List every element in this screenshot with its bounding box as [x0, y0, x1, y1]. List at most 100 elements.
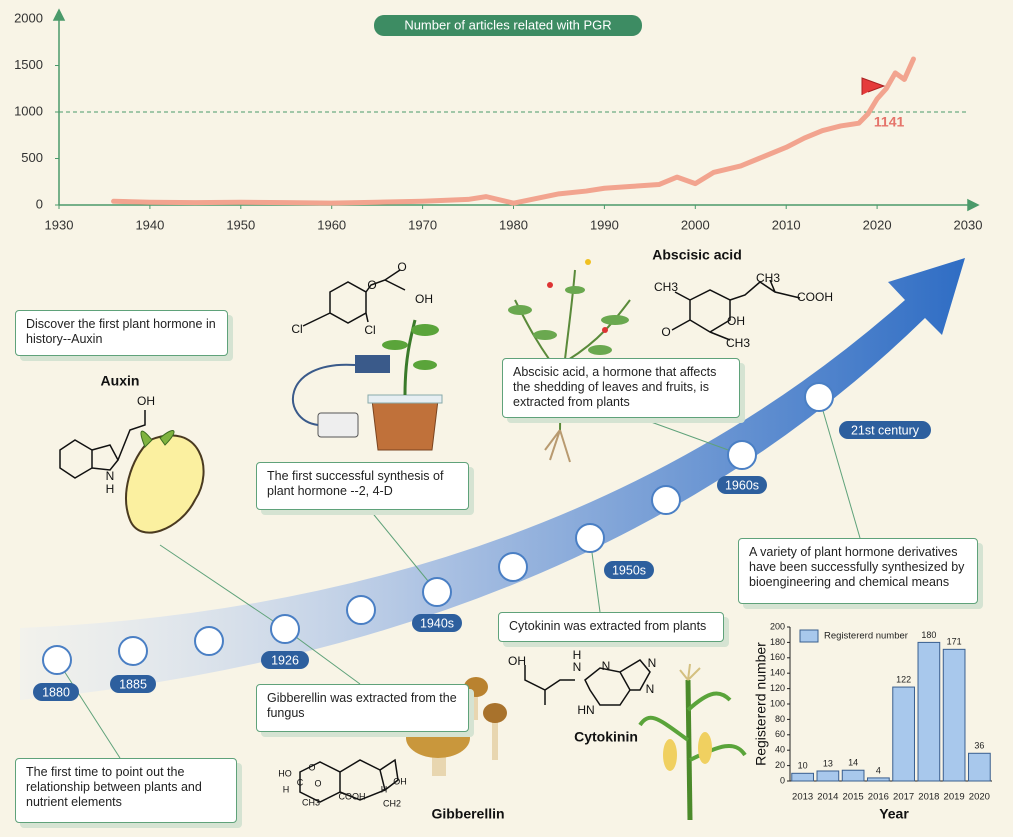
atom-label: H [106, 482, 115, 496]
atom-label: N [106, 469, 115, 483]
timeline-node [804, 382, 834, 412]
value-label: 10 [798, 761, 808, 771]
x-axis-label: Year [879, 806, 909, 822]
x-tick-label: 1930 [45, 217, 74, 232]
bar [968, 752, 991, 782]
atom-label: OH [727, 314, 745, 328]
x-tick-label: 2020 [863, 217, 892, 232]
legend-swatch [799, 629, 819, 643]
connectors [56, 396, 861, 759]
bar [892, 686, 915, 782]
y-tick-label: 0 [780, 775, 785, 785]
timeline-node [194, 626, 224, 656]
connector [56, 659, 121, 759]
timeline-arrow [20, 258, 965, 700]
period-pill [261, 651, 309, 669]
x-tick-label: 2014 [817, 792, 838, 803]
atom-label: Cl [291, 322, 302, 336]
event-box: Abscisic acid, a hormone that affects th… [502, 358, 740, 418]
atom-label: HN [577, 703, 594, 717]
period-label: 1950s [612, 563, 646, 577]
corn-illustration [638, 663, 747, 821]
y-tick-label: 140 [770, 668, 785, 678]
x-tick-label: 2016 [868, 792, 889, 803]
atom-label: CH3 [726, 336, 750, 350]
article-line [111, 56, 916, 206]
x-tick-label: 2030 [954, 217, 983, 232]
atom-label: COOH [797, 290, 833, 304]
y-tick-label: 100 [770, 698, 785, 708]
x-tick-label: 2015 [843, 792, 864, 803]
period-pill [839, 421, 931, 439]
event-box: A variety of plant hormone derivatives h… [738, 538, 978, 604]
molecule-name: Gibberellin [431, 806, 504, 822]
atom-label: CH2 [383, 798, 401, 808]
x-tick-label: 2000 [681, 217, 710, 232]
connector [818, 396, 861, 539]
annotation: 1141 [874, 114, 905, 130]
atom-label: O [661, 325, 670, 339]
period-label: 1960s [725, 478, 759, 492]
atom-label: N [602, 659, 611, 673]
x-tick-label: 1960 [317, 217, 346, 232]
atom-label: CH3 [654, 280, 678, 294]
event-box: Cytokinin was extracted from plants [498, 612, 724, 642]
x-tick-label: 2018 [918, 792, 939, 803]
atom-label: Cl [364, 323, 375, 337]
molecule-name: Auxin [101, 373, 140, 389]
x-tick-label: 2013 [792, 792, 813, 803]
event-box: The first successful synthesis of plant … [256, 462, 469, 510]
period-pill [717, 476, 767, 494]
timeline-node [651, 485, 681, 515]
y-tick-label: 40 [775, 745, 785, 755]
period-pill [604, 561, 654, 579]
atom-label: N [646, 682, 655, 696]
atom-label: OH [415, 292, 433, 306]
flag [861, 77, 886, 95]
atom-label: OH [137, 394, 155, 408]
atom-label: H [283, 784, 290, 794]
y-tick-label: 180 [770, 637, 785, 647]
value-label: 180 [921, 630, 936, 640]
period-pill [33, 683, 79, 701]
period-label: 1926 [271, 653, 299, 667]
atom-label: O [308, 762, 315, 772]
atom-label: CH3 [756, 271, 780, 285]
timeline-node [42, 645, 72, 675]
atom-label: O [314, 778, 321, 788]
y-tick-label: 160 [770, 652, 785, 662]
period-pill [412, 614, 462, 632]
y-tick-label: 60 [775, 729, 785, 739]
atom-label: N [573, 660, 582, 674]
atom-label: O [367, 278, 376, 292]
pot-illustration [291, 319, 443, 451]
timeline-node [422, 577, 452, 607]
molecule-skeletons [59, 269, 801, 803]
period-pill [110, 675, 156, 693]
atom-label: N [648, 656, 657, 670]
x-tick-label: 1980 [499, 217, 528, 232]
x-tick-label: 1940 [135, 217, 164, 232]
abscisic-leaves [508, 259, 629, 355]
bar [791, 772, 814, 782]
timeline-node [270, 614, 300, 644]
y-tick-label: 1000 [14, 103, 43, 118]
atom-label: C [297, 777, 304, 787]
atom-label: OH [393, 776, 407, 786]
atom-label: CH3 [302, 797, 320, 807]
value-label: 36 [974, 741, 984, 751]
y-tick-label: 2000 [14, 10, 43, 25]
atom-label: COOH [339, 791, 366, 801]
molecule-name: Abscisic acid [652, 247, 742, 263]
y-tick-label: 1500 [14, 57, 43, 72]
atom-label: H [573, 648, 582, 662]
mango-illustration [125, 430, 205, 534]
line-chart-title: Number of articles related with PGR [404, 17, 611, 32]
event-box: Gibberellin was extracted from the fungu… [256, 684, 469, 732]
y-axis-label: Registererd number [753, 642, 769, 766]
value-label: 122 [896, 674, 911, 684]
timeline-node [118, 636, 148, 666]
bar [942, 648, 966, 782]
value-label: 171 [947, 637, 962, 647]
